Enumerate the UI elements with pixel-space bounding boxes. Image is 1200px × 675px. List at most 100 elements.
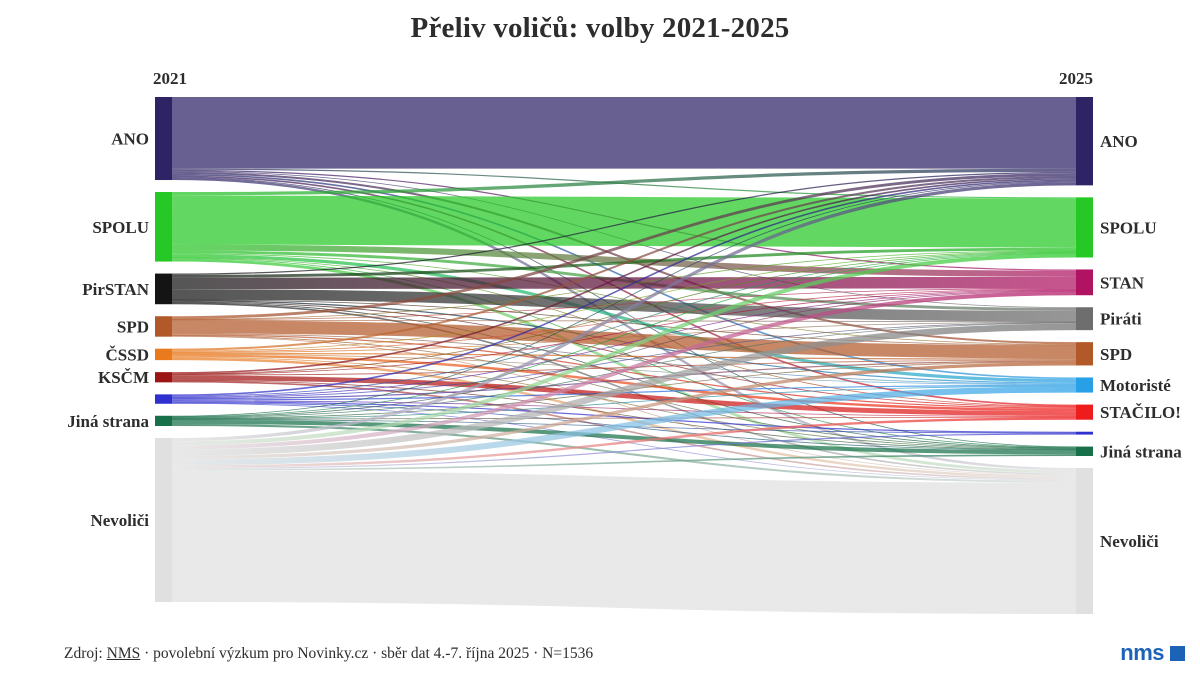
flow-unlabeled-2021-to-unlabeled-2025[interactable] xyxy=(171,401,1077,433)
source-prefix: Zdroj: xyxy=(64,645,107,662)
flow-pirstan-2021-to-pir-ti-2025[interactable] xyxy=(171,289,1077,322)
flow-jin-strana-2021-to-ano-2025[interactable] xyxy=(171,181,1077,417)
flow-nevoli-i-2021-to-jin-strana-2025[interactable] xyxy=(171,454,1077,471)
sankey-node-2025-spolu[interactable] xyxy=(1076,197,1093,258)
flow-nevoli-i-2021-to-spolu-2025[interactable] xyxy=(171,253,1077,446)
flow-pirstan-2021-to-spd-2025[interactable] xyxy=(171,299,1077,346)
flow-spd-2021-to-ano-2025[interactable] xyxy=(171,173,1077,320)
node-label-2025-jin-strana: Jiná strana xyxy=(1100,442,1182,461)
flow-unlabeled-2021-to-spd-2025[interactable] xyxy=(171,360,1077,400)
flow-pirstan-2021-to-stan-2025[interactable] xyxy=(171,276,1077,290)
nms-logo-text: nms xyxy=(1120,640,1164,665)
sankey-node-2025-spd[interactable] xyxy=(1076,342,1093,366)
flow-ks-m-2021-to-jin-strana-2025[interactable] xyxy=(171,380,1077,451)
sankey-node-2025-sta-ilo[interactable] xyxy=(1076,404,1093,420)
flow-spolu-2021-to-nevoli-i-2025[interactable] xyxy=(171,258,1077,474)
flow-ssd-2021-to-pir-ti-2025[interactable] xyxy=(171,321,1077,353)
flow-nevoli-i-2021-to-sta-ilo-2025[interactable] xyxy=(171,417,1077,468)
flow-nevoli-i-2021-to-motorist-2025[interactable] xyxy=(171,386,1077,466)
flow-unlabeled-2021-to-stan-2025[interactable] xyxy=(171,289,1077,398)
node-label-2025-ano: ANO xyxy=(1100,132,1138,151)
flow-unlabeled-2021-to-pir-ti-2025[interactable] xyxy=(171,322,1077,399)
node-label-2025-spd: SPD xyxy=(1100,345,1132,364)
node-label-2021-spd: SPD xyxy=(117,317,149,336)
flow-pirstan-2021-to-ano-2025[interactable] xyxy=(171,171,1077,275)
source-line: Zdroj: NMS · povolební výzkum pro Novink… xyxy=(64,645,593,663)
sankey-node-2025-jin-strana[interactable] xyxy=(1076,446,1093,456)
flow-ks-m-2021-to-sta-ilo-2025[interactable] xyxy=(171,375,1077,417)
node-label-2021-jin-strana: Jiná strana xyxy=(67,412,149,431)
chart-title: Přeliv voličů: volby 2021-2025 xyxy=(410,12,790,44)
node-label-2021-ssd: ČSSD xyxy=(106,345,149,364)
sankey-node-2021-spd[interactable] xyxy=(155,316,172,337)
flow-unlabeled-2021-to-sta-ilo-2025[interactable] xyxy=(171,400,1077,417)
flow-jin-strana-2021-to-sta-ilo-2025[interactable] xyxy=(171,416,1077,420)
flow-spd-2021-to-nevoli-i-2025[interactable] xyxy=(171,335,1077,476)
sankey-node-2021-unlabeled[interactable] xyxy=(155,394,172,404)
node-label-2025-spolu: SPOLU xyxy=(1100,218,1157,237)
sankey-node-2025-motorist[interactable] xyxy=(1076,377,1093,393)
flow-spd-2021-to-spolu-2025[interactable] xyxy=(171,250,1077,320)
flow-jin-strana-2021-to-nevoli-i-2025[interactable] xyxy=(171,423,1077,483)
sankey-node-2021-pirstan[interactable] xyxy=(155,273,172,305)
flow-ks-m-2021-to-ano-2025[interactable] xyxy=(171,177,1077,374)
sankey-node-2021-spolu[interactable] xyxy=(155,192,172,262)
flow-jin-strana-2021-to-motorist-2025[interactable] xyxy=(171,385,1077,420)
sankey-node-2021-ano[interactable] xyxy=(155,97,172,181)
column-header-2025: 2025 xyxy=(1059,69,1093,88)
flow-ks-m-2021-to-stan-2025[interactable] xyxy=(171,289,1077,375)
flow-ssd-2021-to-spolu-2025[interactable] xyxy=(171,250,1077,352)
flow-unlabeled-2021-to-ano-2025[interactable] xyxy=(171,179,1077,396)
sankey-node-2025-unlabeled[interactable] xyxy=(1076,431,1093,435)
node-label-2021-ks-m: KSČM xyxy=(98,368,149,387)
source-link[interactable]: NMS xyxy=(106,645,141,662)
sankey-node-2025-stan[interactable] xyxy=(1076,269,1093,296)
flow-nevoli-i-2021-to-pir-ti-2025[interactable] xyxy=(171,323,1077,456)
column-header-2021: 2021 xyxy=(153,69,187,88)
flow-ssd-2021-to-ano-2025[interactable] xyxy=(171,175,1077,351)
flow-ssd-2021-to-spd-2025[interactable] xyxy=(171,352,1077,360)
flow-ks-m-2021-to-nevoli-i-2025[interactable] xyxy=(171,380,1077,480)
flow-ssd-2021-to-stan-2025[interactable] xyxy=(171,288,1077,353)
flow-nevoli-i-2021-to-ano-2025[interactable] xyxy=(171,182,1077,442)
flow-spolu-2021-to-ano-2025[interactable] xyxy=(171,168,1077,196)
flow-spd-2021-to-stan-2025[interactable] xyxy=(171,288,1077,321)
sankey-node-2025-nevoli-i[interactable] xyxy=(1076,467,1093,614)
nms-logo[interactable]: nms xyxy=(1120,640,1185,666)
sankey-node-2025-pir-ti[interactable] xyxy=(1076,307,1093,331)
flow-pirstan-2021-to-jin-strana-2025[interactable] xyxy=(171,301,1077,449)
source-rest: · povolební výzkum pro Novinky.cz · sběr… xyxy=(140,645,594,662)
sankey-node-2021-ssd[interactable] xyxy=(155,348,172,361)
sankey-node-2021-jin-strana[interactable] xyxy=(155,415,172,426)
node-label-2021-nevoli-i: Nevoliči xyxy=(90,511,149,530)
node-label-2025-pir-ti: Piráti xyxy=(1100,310,1142,329)
node-label-2025-sta-ilo: STAČILO! xyxy=(1100,403,1181,422)
flow-ssd-2021-to-jin-strana-2025[interactable] xyxy=(171,356,1077,450)
node-label-2021-pirstan: PirSTAN xyxy=(82,280,149,299)
flow-ssd-2021-to-sta-ilo-2025[interactable] xyxy=(171,354,1077,412)
sankey-node-2025-ano[interactable] xyxy=(1076,97,1093,186)
node-label-2025-motorist: Motoristé xyxy=(1100,376,1171,395)
flow-nevoli-i-2021-to-spd-2025[interactable] xyxy=(171,362,1077,460)
flow-nevoli-i-2021-to-stan-2025[interactable] xyxy=(171,291,1077,450)
sankey-node-2021-ks-m[interactable] xyxy=(155,372,172,383)
flow-spd-2021-to-spd-2025[interactable] xyxy=(171,320,1077,359)
flow-jin-strana-2021-to-stan-2025[interactable] xyxy=(171,290,1077,418)
flow-unlabeled-2021-to-spolu-2025[interactable] xyxy=(171,252,1077,397)
flow-jin-strana-2021-to-spolu-2025[interactable] xyxy=(171,252,1077,418)
flow-nevoli-i-2021-to-unlabeled-2025[interactable] xyxy=(171,433,1077,470)
flow-spd-2021-to-motorist-2025[interactable] xyxy=(171,333,1077,385)
sankey-node-2021-nevoli-i[interactable] xyxy=(155,437,172,602)
nms-logo-square-icon xyxy=(1170,645,1185,661)
flow-spolu-2021-to-stan-2025[interactable] xyxy=(171,244,1077,277)
flow-nevoli-i-2021-to-nevoli-i-2025[interactable] xyxy=(171,470,1077,615)
flow-spolu-2021-to-spolu-2025[interactable] xyxy=(171,195,1077,248)
flow-spolu-2021-to-motorist-2025[interactable] xyxy=(171,254,1077,383)
node-label-2021-ano: ANO xyxy=(111,130,149,149)
node-label-2021-spolu: SPOLU xyxy=(92,218,149,237)
node-label-2025-nevoli-i: Nevoliči xyxy=(1100,532,1159,551)
flow-ks-m-2021-to-spd-2025[interactable] xyxy=(171,359,1077,376)
node-label-2025-stan: STAN xyxy=(1100,273,1145,292)
